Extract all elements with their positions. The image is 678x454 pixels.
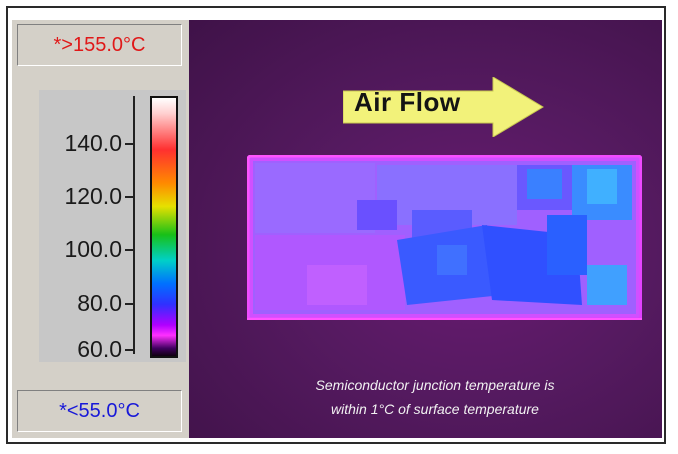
air-flow-arrow-icon [343,77,544,137]
caption-line-2: within 1°C of surface temperature [331,401,539,417]
tick-label: 120.0 [64,183,122,209]
max-temperature-readout: *>155.0°C [17,24,182,66]
tick-label: 80.0 [77,290,122,316]
thermal-image: Air Flow Semiconductor junction temperat… [189,20,662,438]
air-flow-label: Air Flow [354,87,461,117]
caption-line-1: Semiconductor junction temperature is [315,377,555,393]
min-temperature-readout: *<55.0°C [17,390,182,432]
tick-mark [125,196,134,198]
color-bar [150,96,178,358]
scale-axis [133,96,135,354]
tick-mark [125,349,134,351]
tick-mark [125,249,134,251]
circuit-board-thermal [247,155,642,320]
tick-mark [125,303,134,305]
tick-label: 100.0 [64,236,122,262]
tick-mark [125,143,134,145]
tick-label: 140.0 [64,130,122,156]
tick-label: 60.0 [77,336,122,362]
color-scale: 140.0 120.0 100.0 80.0 60.0 [39,90,186,362]
temperature-scale-panel: *>155.0°C 140.0 120.0 100.0 80.0 60.0 *<… [12,20,189,438]
